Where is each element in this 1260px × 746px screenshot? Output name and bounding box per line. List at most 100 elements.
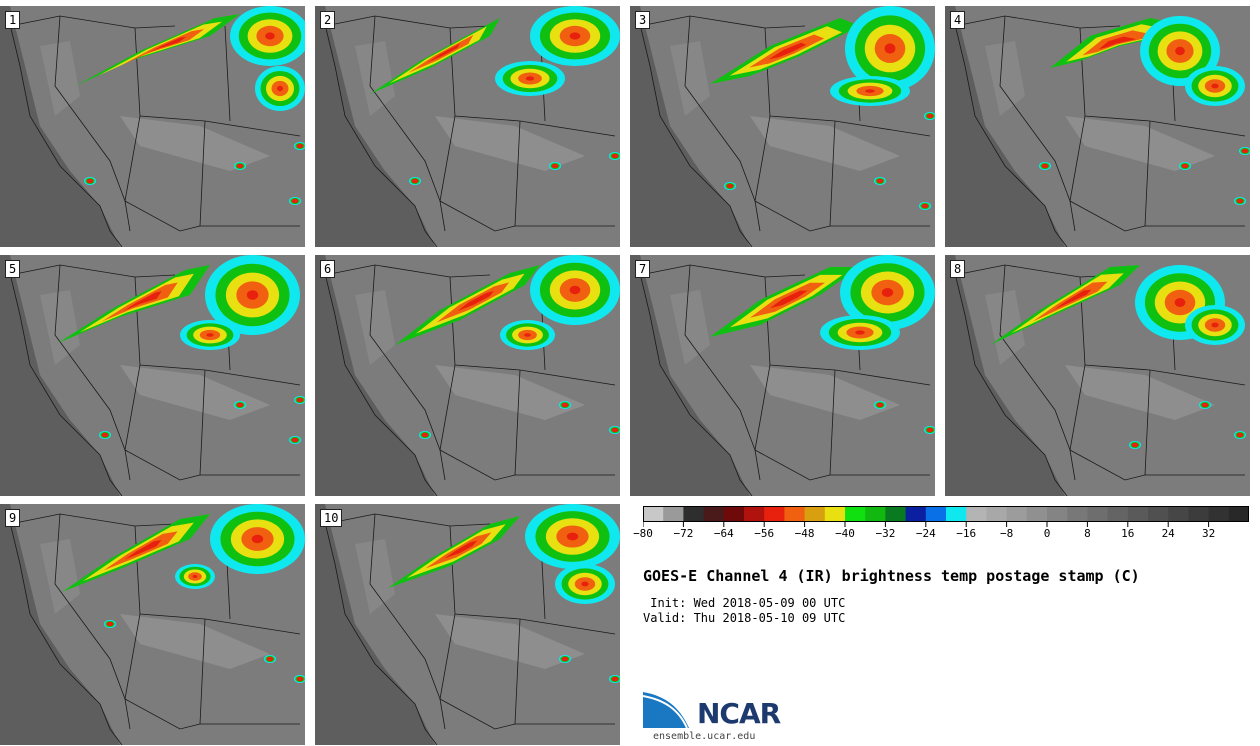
state-border bbox=[324, 15, 491, 29]
coastline bbox=[7, 513, 123, 745]
state-border bbox=[134, 276, 301, 386]
terrain-area bbox=[1065, 116, 1215, 171]
convective-cluster bbox=[1211, 83, 1219, 89]
terrain-area bbox=[750, 365, 900, 420]
cloud-band bbox=[145, 36, 187, 55]
ocean-area bbox=[0, 255, 120, 496]
panel-number: 9 bbox=[5, 509, 21, 527]
colorbar-frame bbox=[643, 506, 1249, 522]
cloud-speckle bbox=[876, 402, 884, 408]
stamp-panel-8: 8 bbox=[945, 255, 1250, 496]
cloud-speckle bbox=[1131, 442, 1139, 448]
colorbar-swatch bbox=[804, 506, 826, 522]
convective-cluster bbox=[524, 333, 531, 337]
colorbar-tick-label: −8 bbox=[999, 527, 1014, 540]
colorbar-tick-label: −48 bbox=[794, 527, 815, 540]
cloud-speckle bbox=[266, 656, 274, 662]
cloud-speckle bbox=[1201, 402, 1209, 408]
state-border bbox=[124, 698, 201, 730]
state-border bbox=[124, 115, 141, 202]
colorbar-swatch bbox=[986, 506, 1008, 522]
satellite-map bbox=[630, 6, 935, 247]
colorbar-swatch bbox=[683, 506, 705, 522]
state-border bbox=[639, 264, 806, 278]
stamp-panel-3: 3 bbox=[630, 6, 935, 247]
terrain-area bbox=[750, 116, 900, 171]
cloud-speckle bbox=[236, 163, 244, 169]
cloud-speckle bbox=[1236, 432, 1244, 438]
colorbar-tick-label: −56 bbox=[754, 527, 775, 540]
stamp-panel-6: 6 bbox=[315, 255, 620, 496]
cloud-speckle bbox=[921, 203, 929, 209]
colorbar-swatch bbox=[865, 506, 886, 522]
terrain-area bbox=[985, 41, 1025, 116]
colorbar-swatch bbox=[744, 506, 765, 522]
cloud-band bbox=[444, 540, 478, 559]
colorbar-swatch bbox=[643, 506, 664, 522]
state-border bbox=[324, 513, 491, 527]
colorbar-swatch bbox=[1087, 506, 1109, 522]
ocean-area bbox=[315, 255, 435, 496]
satellite-map bbox=[315, 6, 620, 247]
terrain-area bbox=[355, 41, 395, 116]
colorbar-swatch bbox=[1127, 506, 1149, 522]
cloud-speckle bbox=[611, 427, 619, 433]
stamp-panel-4: 4 bbox=[945, 6, 1250, 247]
terrain-area bbox=[120, 116, 270, 171]
cloud-speckle bbox=[296, 143, 304, 149]
colorbar-tick-label: 0 bbox=[1043, 527, 1051, 540]
terrain-area bbox=[40, 539, 80, 614]
stamp-panel-1: 1 bbox=[0, 6, 305, 247]
state-border bbox=[999, 15, 1076, 232]
coastline bbox=[7, 15, 123, 247]
cloud-band bbox=[770, 290, 808, 309]
cloud-speckle bbox=[296, 397, 304, 403]
cloud-speckle bbox=[296, 676, 304, 682]
state-border bbox=[439, 200, 516, 232]
colorbar-tick-label: −80 bbox=[633, 527, 653, 540]
cloud-band bbox=[768, 42, 807, 60]
satellite-map bbox=[945, 255, 1250, 496]
ocean-area bbox=[315, 6, 435, 247]
satellite-map bbox=[315, 255, 620, 496]
coastline bbox=[952, 15, 1068, 247]
cloud-speckle bbox=[561, 656, 569, 662]
convective-cluster bbox=[581, 581, 589, 587]
state-border bbox=[124, 449, 201, 481]
panel-number: 1 bbox=[5, 11, 21, 29]
cloud-speckle bbox=[611, 676, 619, 682]
coastline bbox=[637, 15, 753, 247]
colorbar-swatch bbox=[1188, 506, 1210, 522]
state-border bbox=[439, 698, 516, 730]
colorbar-swatch bbox=[1107, 506, 1129, 522]
ocean-area bbox=[630, 6, 750, 247]
state-border bbox=[954, 15, 1121, 29]
colorbar-labels: −80 −72 −64 −56 −48 −40 −32 −24 −16 −8 0 8 16 24 32 bbox=[633, 527, 1260, 543]
panel-number: 6 bbox=[320, 260, 336, 278]
convective-cluster bbox=[566, 532, 579, 541]
ocean-area bbox=[630, 255, 750, 496]
state-border bbox=[754, 449, 831, 481]
state-border bbox=[639, 15, 806, 29]
panel-number: 4 bbox=[950, 11, 966, 29]
terrain-area bbox=[435, 116, 585, 171]
cloud-speckle bbox=[291, 198, 299, 204]
state-border bbox=[369, 15, 446, 232]
colorbar-tick-label: −64 bbox=[713, 527, 734, 540]
colorbar-swatch bbox=[1047, 506, 1068, 522]
colorbar-swatch bbox=[1208, 506, 1230, 522]
stamp-panel-9: 9 bbox=[0, 504, 305, 745]
state-border bbox=[1069, 449, 1146, 481]
state-border bbox=[754, 364, 771, 451]
state-border bbox=[369, 513, 446, 730]
coastline bbox=[952, 264, 1068, 496]
state-border bbox=[1079, 27, 1246, 137]
convective-cluster bbox=[192, 575, 198, 578]
colorbar-swatch bbox=[1148, 506, 1169, 522]
satellite-map bbox=[315, 504, 620, 745]
state-border bbox=[439, 613, 456, 700]
state-border bbox=[54, 513, 131, 730]
state-border bbox=[1069, 364, 1086, 451]
colorbar-tick-label: 24 bbox=[1161, 527, 1175, 540]
stamp-panel-5: 5 bbox=[0, 255, 305, 496]
